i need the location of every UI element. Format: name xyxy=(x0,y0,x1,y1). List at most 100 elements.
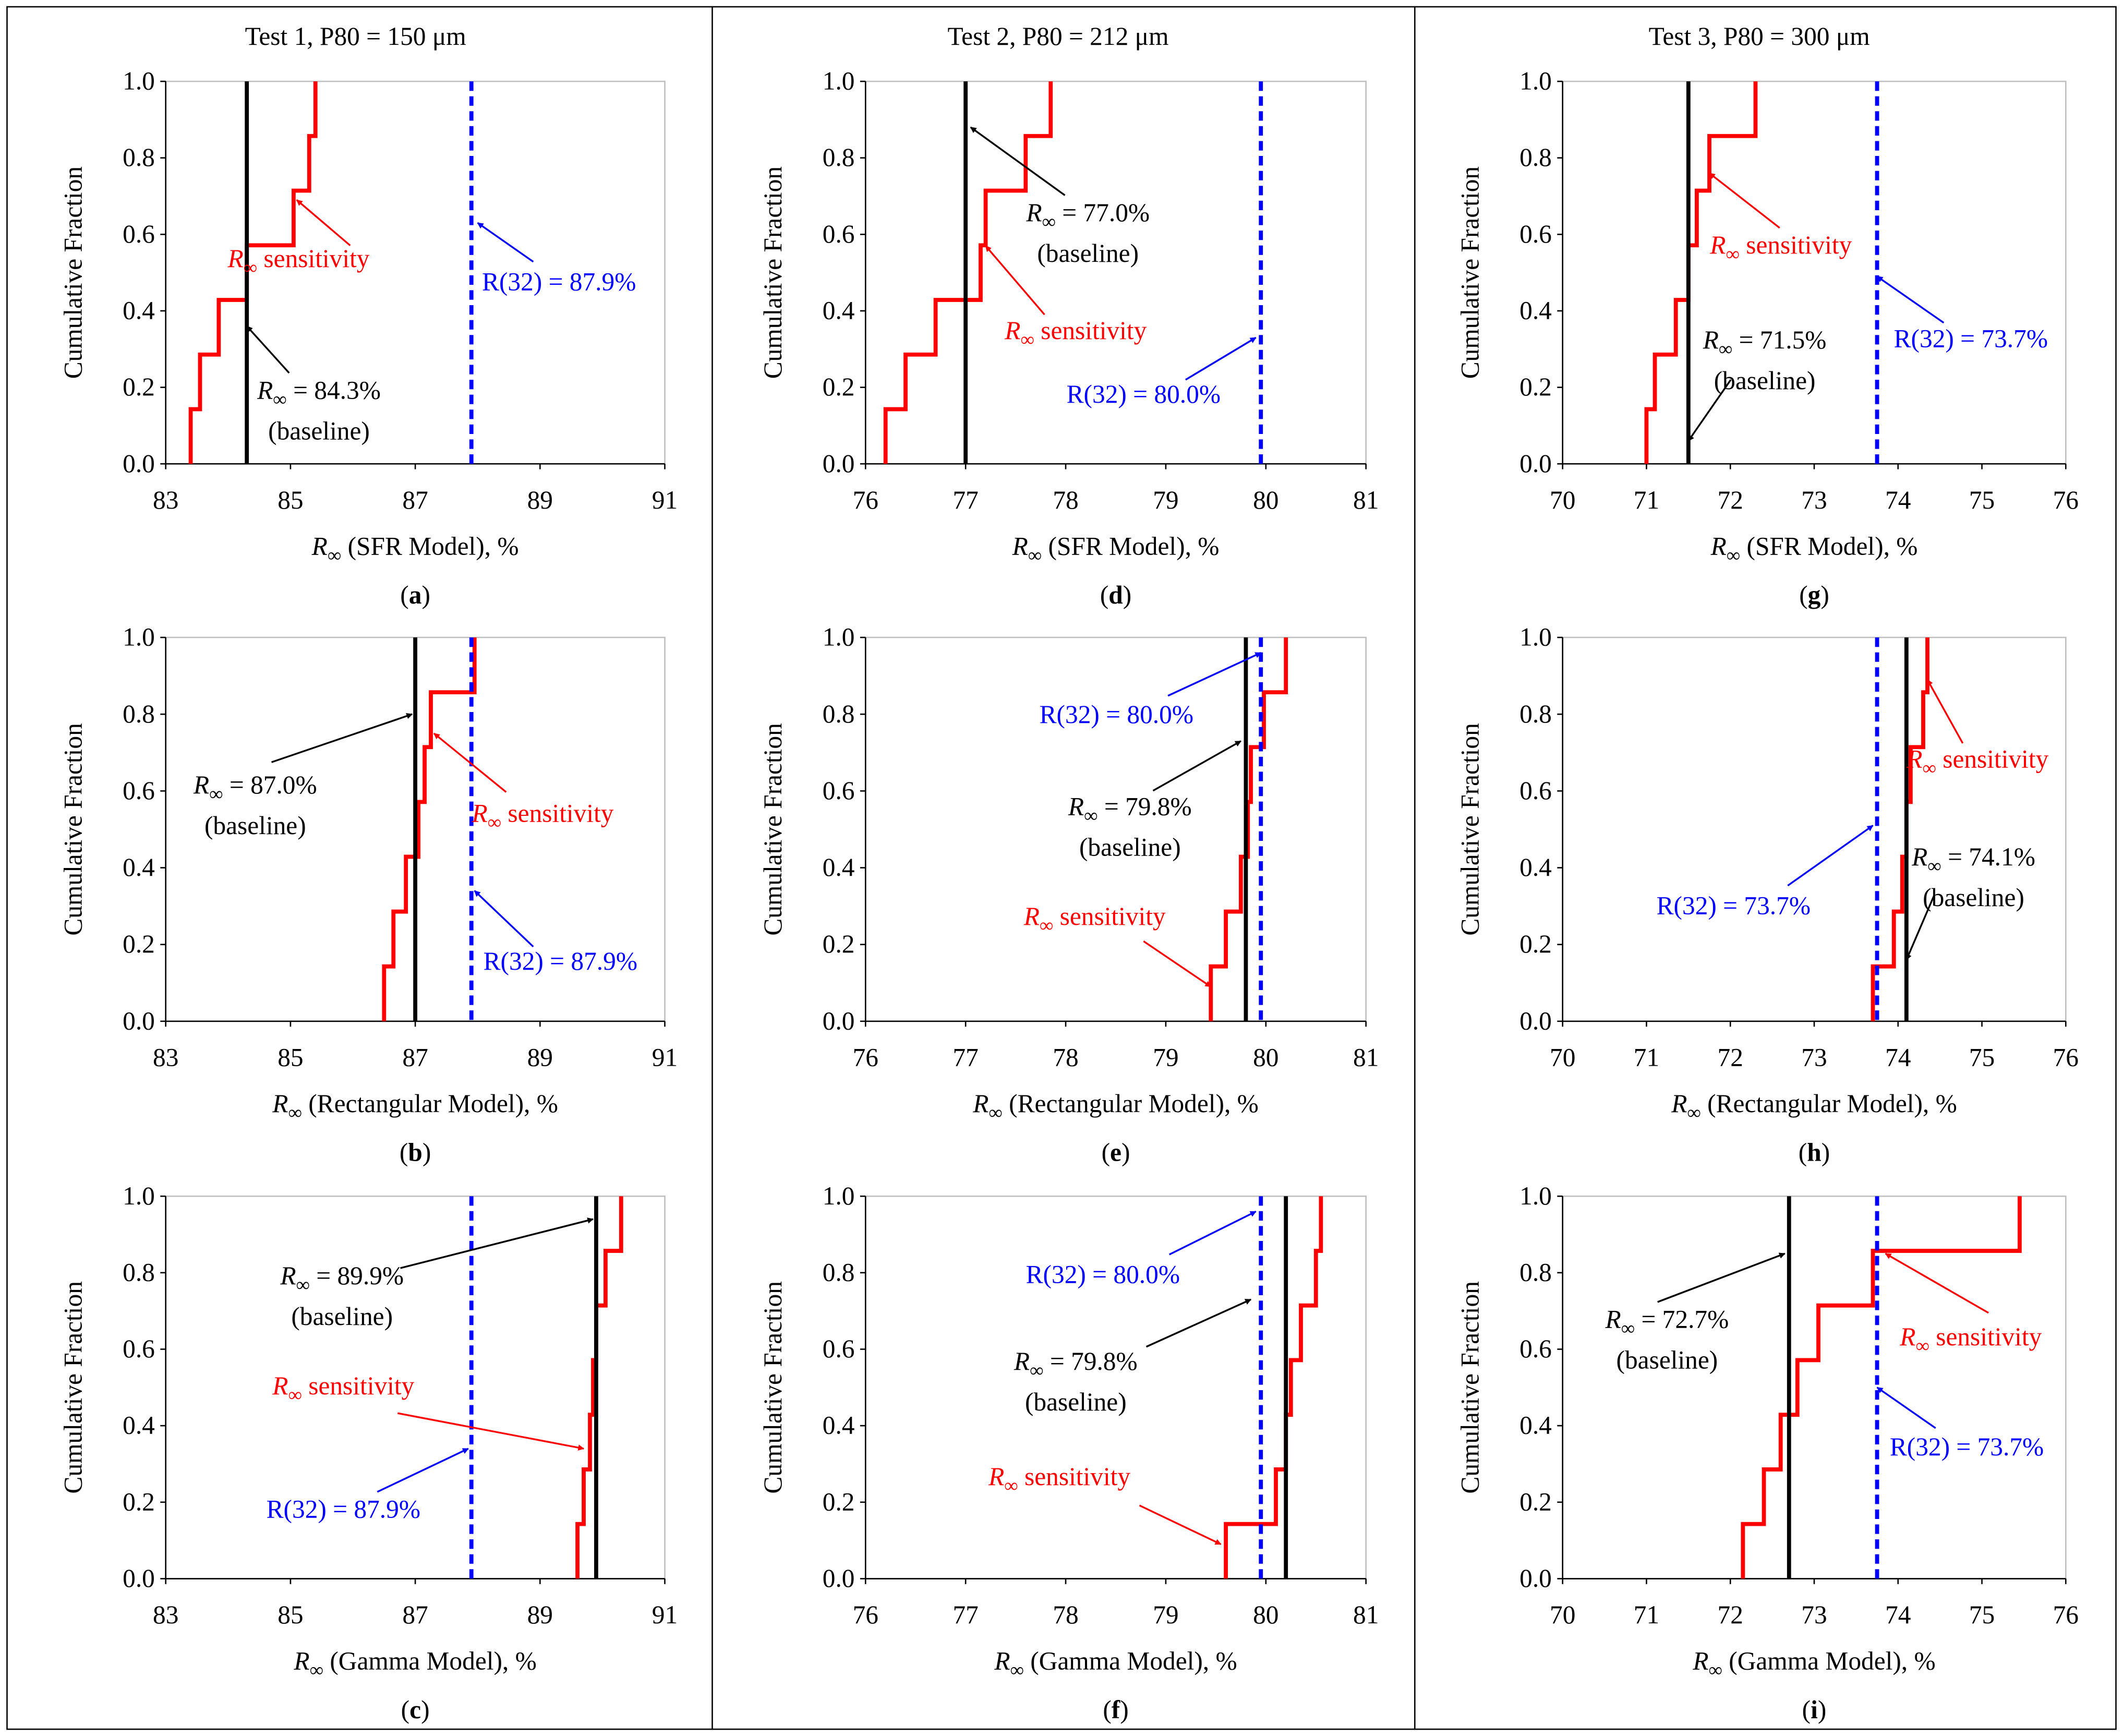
sensitivity-annotation-subscript: ∞ xyxy=(244,257,257,279)
y-tick-label: 0.6 xyxy=(1519,1334,1552,1363)
sensitivity-annotation: R∞ sensitivity xyxy=(1709,231,1852,265)
baseline-arrow xyxy=(1145,1298,1252,1348)
sensitivity-annotation-symbol: R xyxy=(1899,1322,1915,1351)
baseline-note: (baseline) xyxy=(1617,1345,1718,1374)
r32-annotation: R(32) = 73.7% xyxy=(1657,891,1811,920)
x-axis-label: R∞ (Rectangular Model), % xyxy=(972,1089,1259,1124)
y-tick-label: 0.4 xyxy=(823,853,855,882)
y-tick-label: 0.0 xyxy=(823,1006,855,1035)
y-tick-label: 0.4 xyxy=(823,296,855,325)
sensitivity-annotation-suffix: sensitivity xyxy=(1034,316,1147,345)
r32-arrow xyxy=(474,890,534,948)
r32-annotation: R(32) = 87.9% xyxy=(267,1494,420,1523)
panel-label-text: (f) xyxy=(1103,1695,1128,1724)
x-axis-label-subscript: ∞ xyxy=(310,1660,323,1681)
x-axis-label-symbol: R xyxy=(1710,532,1727,560)
sensitivity-annotation-subscript: ∞ xyxy=(1004,1475,1018,1497)
chart-panels: 0.0 0.2 0.4 0.6 0.8 1.0 83 85 87 89 91 Cumulative F… xyxy=(58,67,2078,1725)
sensitivity-annotation-suffix: sensitivity xyxy=(1936,745,2049,774)
y-tick-label: 0.4 xyxy=(123,296,155,325)
x-tick-label: 87 xyxy=(402,1043,428,1072)
panel-label-text: (b) xyxy=(400,1138,431,1167)
x-tick-label: 76 xyxy=(2053,486,2079,514)
r32-arrow xyxy=(1168,1211,1257,1256)
panel-label: (h) xyxy=(1799,1138,1830,1167)
panel-label-text: (i) xyxy=(1802,1695,1827,1724)
baseline-annotation-subscript: ∞ xyxy=(1084,805,1097,827)
y-tick-label: 0.6 xyxy=(123,1334,155,1363)
baseline-annotation-symbol: R xyxy=(1068,792,1084,821)
y-tick-label: 0.6 xyxy=(123,220,155,248)
y-tick-label: 0.6 xyxy=(123,776,155,805)
y-tick-label: 0.6 xyxy=(823,1334,855,1363)
x-tick-label: 73 xyxy=(1801,1043,1827,1072)
x-axis-label: R∞ (Gamma Model), % xyxy=(293,1647,536,1681)
sensitivity-arrow xyxy=(1885,1252,1989,1314)
panel-label: (c) xyxy=(401,1695,430,1724)
panel-g: 0.0 0.2 0.4 0.6 0.8 1.0 70 71 72 73 74 75 76 Cumulati… xyxy=(1456,67,2079,609)
y-tick-label: 1.0 xyxy=(823,67,855,95)
baseline-annotation-suffix: = 87.0% xyxy=(223,770,317,799)
x-axis-label-subscript: ∞ xyxy=(1709,1660,1722,1681)
x-axis-label-symbol: R xyxy=(311,532,328,560)
panel-b: 0.0 0.2 0.4 0.6 0.8 1.0 83 85 87 89 91 Cumulative F… xyxy=(58,623,678,1167)
y-axis-label: Cumulative Fraction xyxy=(758,166,787,379)
x-axis-label-text: (SFR Model), % xyxy=(1740,532,1917,560)
baseline-arrow xyxy=(1657,1252,1786,1303)
y-axis-label: Cumulative Fraction xyxy=(758,1281,787,1493)
x-tick-label: 76 xyxy=(2053,1043,2079,1072)
column-headers: Test 1, P80 = 150 μm Test 2, P80 = 212 μ… xyxy=(245,22,1870,51)
x-tick-label: 81 xyxy=(1353,486,1379,514)
panel-letter: f xyxy=(1112,1695,1120,1724)
baseline-annotation: R∞ = 89.9% xyxy=(280,1261,404,1296)
baseline-annotation: R∞ = 74.1% xyxy=(1911,842,2035,877)
y-tick-label: 0.2 xyxy=(123,372,155,401)
y-axis-label: Cumulative Fraction xyxy=(758,723,787,935)
y-tick-label: 1.0 xyxy=(123,623,155,652)
sensitivity-annotation: R∞ sensitivity xyxy=(1004,316,1147,351)
panel-d: 0.0 0.2 0.4 0.6 0.8 1.0 76 77 78 79 80 81 Cumulative… xyxy=(758,67,1379,609)
x-tick-label: 72 xyxy=(1718,1600,1743,1629)
y-tick-label: 0.8 xyxy=(823,700,855,728)
sensitivity-arrow xyxy=(397,1412,585,1451)
baseline-annotation-subscript: ∞ xyxy=(1927,855,1941,877)
y-axis-label: Cumulative Fraction xyxy=(58,1281,87,1493)
x-axis-label: R∞ (SFR Model), % xyxy=(1012,532,1220,566)
x-tick-label: 74 xyxy=(1885,486,1911,514)
y-tick-label: 0.6 xyxy=(1519,220,1552,248)
y-tick-label: 0.4 xyxy=(1519,1411,1552,1440)
x-axis-label: R∞ (SFR Model), % xyxy=(1710,532,1918,566)
sensitivity-annotation-symbol: R xyxy=(1709,231,1726,259)
y-tick-label: 0.8 xyxy=(123,700,155,728)
y-tick-label: 0.6 xyxy=(823,776,855,805)
sensitivity-annotation: R∞ sensitivity xyxy=(1023,902,1166,936)
sensitivity-arrow xyxy=(985,245,1045,316)
y-axis-label: Cumulative Fraction xyxy=(58,723,87,935)
x-tick-label: 77 xyxy=(952,486,978,514)
x-axis-label-symbol: R xyxy=(1012,532,1028,560)
y-tick-label: 0.4 xyxy=(1519,296,1552,325)
sensitivity-annotation-subscript: ∞ xyxy=(1726,244,1739,265)
sensitivity-annotation-subscript: ∞ xyxy=(288,1384,301,1406)
panel-label: (d) xyxy=(1100,581,1131,609)
baseline-annotation-suffix: = 74.1% xyxy=(1941,842,2035,871)
y-tick-label: 0.8 xyxy=(123,1258,155,1286)
y-tick-label: 0.2 xyxy=(1519,1487,1552,1516)
baseline-annotation-subscript: ∞ xyxy=(1719,339,1732,360)
sensitivity-step-line xyxy=(382,637,477,1021)
baseline-annotation: R∞ = 87.0% xyxy=(193,770,317,805)
x-tick-label: 91 xyxy=(652,1600,678,1629)
baseline-annotation-suffix: = 71.5% xyxy=(1732,326,1826,354)
y-tick-label: 0.0 xyxy=(823,1564,855,1593)
panel-label-text: (e) xyxy=(1102,1138,1130,1167)
sensitivity-arrow xyxy=(433,732,507,793)
sensitivity-annotation-subscript: ∞ xyxy=(488,812,501,834)
x-axis-label-subscript: ∞ xyxy=(1028,545,1042,566)
sensitivity-annotation-symbol: R xyxy=(1906,745,1922,774)
x-tick-label: 89 xyxy=(527,486,553,514)
y-tick-label: 1.0 xyxy=(123,67,155,95)
sensitivity-step-line xyxy=(883,81,1053,464)
panel-letter: e xyxy=(1110,1138,1121,1167)
y-tick-label: 0.0 xyxy=(123,1564,155,1593)
